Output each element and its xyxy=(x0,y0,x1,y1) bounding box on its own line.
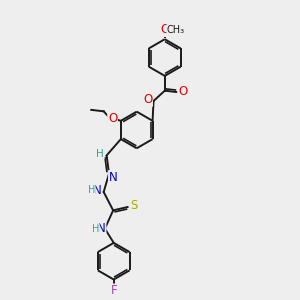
Text: H: H xyxy=(96,148,104,159)
Text: F: F xyxy=(110,284,117,297)
Text: O: O xyxy=(143,93,152,106)
Text: CH₃: CH₃ xyxy=(167,25,185,35)
Text: O: O xyxy=(108,112,117,125)
Text: H: H xyxy=(92,224,99,234)
Text: O: O xyxy=(160,23,170,36)
Text: S: S xyxy=(131,199,138,212)
Text: N: N xyxy=(93,184,102,197)
Text: N: N xyxy=(109,171,118,184)
Text: H: H xyxy=(88,185,95,195)
Text: N: N xyxy=(97,222,106,235)
Text: O: O xyxy=(178,85,188,98)
